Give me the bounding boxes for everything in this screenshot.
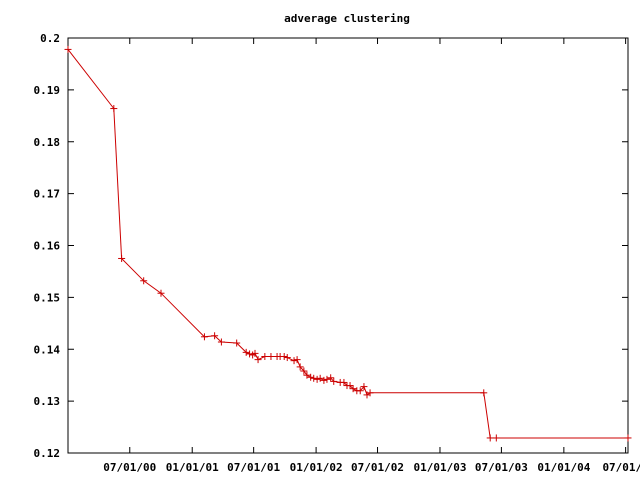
data-point bbox=[307, 373, 315, 381]
data-point bbox=[624, 434, 632, 442]
plot-frame bbox=[67, 37, 629, 454]
data-point bbox=[349, 385, 357, 393]
data-point bbox=[283, 354, 291, 362]
data-point bbox=[254, 356, 262, 364]
data-point bbox=[296, 363, 304, 371]
data-point bbox=[200, 333, 208, 341]
data-point bbox=[290, 357, 298, 365]
data-point bbox=[323, 375, 331, 383]
data-point bbox=[246, 350, 254, 358]
x-tick-label: 01/01/03 bbox=[413, 461, 466, 474]
data-point bbox=[242, 348, 250, 356]
data-point bbox=[316, 374, 324, 382]
data-point bbox=[64, 45, 72, 53]
x-tick-label: 07/01/01 bbox=[227, 461, 280, 474]
x-tick-label: 07/01/0 bbox=[602, 461, 640, 474]
y-tick-label: 0.15 bbox=[34, 291, 61, 304]
data-point bbox=[313, 375, 321, 383]
data-point bbox=[340, 378, 348, 386]
data-point bbox=[267, 353, 275, 361]
data-point bbox=[486, 434, 494, 442]
y-tick-label: 0.17 bbox=[34, 188, 61, 201]
series-line bbox=[67, 49, 628, 439]
data-point bbox=[492, 434, 500, 442]
data-point bbox=[320, 376, 328, 384]
data-point bbox=[303, 371, 311, 379]
y-tick-label: 0.12 bbox=[34, 447, 61, 460]
y-tick-label: 0.14 bbox=[34, 343, 61, 356]
x-tick-label: 01/01/04 bbox=[537, 461, 590, 474]
data-point bbox=[293, 356, 301, 364]
data-point bbox=[217, 338, 225, 346]
x-tick-label: 07/01/02 bbox=[351, 461, 404, 474]
chart-title: adverage clustering bbox=[284, 12, 410, 25]
y-tick-label: 0.18 bbox=[34, 136, 61, 149]
y-tick-label: 0.2 bbox=[40, 32, 60, 45]
data-point bbox=[251, 349, 259, 357]
data-point bbox=[280, 353, 288, 361]
data-points bbox=[64, 45, 632, 442]
x-axis: 07/01/00 01/01/01 07/01/01 01/01/02 07/01/02… bbox=[103, 38, 640, 474]
data-point bbox=[118, 254, 126, 262]
data-point bbox=[140, 277, 148, 285]
y-tick-label: 0.13 bbox=[34, 395, 61, 408]
data-point bbox=[360, 383, 368, 391]
data-point bbox=[310, 374, 318, 382]
data-point bbox=[110, 105, 118, 113]
data-point bbox=[261, 353, 269, 361]
x-tick-label: 07/01/03 bbox=[475, 461, 528, 474]
data-point bbox=[366, 389, 374, 397]
y-axis: 0.12 0.13 0.14 0.15 0.16 0.17 0.18 0.19 0.2 bbox=[34, 32, 628, 460]
x-tick-label: 01/01/01 bbox=[166, 461, 219, 474]
data-point bbox=[480, 389, 488, 397]
y-tick-label: 0.19 bbox=[34, 84, 61, 97]
data-point bbox=[346, 382, 354, 390]
data-point bbox=[300, 367, 308, 375]
data-point bbox=[330, 377, 338, 385]
data-point bbox=[157, 289, 165, 297]
data-point bbox=[356, 387, 364, 395]
data-point bbox=[327, 374, 335, 382]
x-tick-label: 01/01/02 bbox=[290, 461, 343, 474]
y-tick-label: 0.16 bbox=[34, 240, 61, 253]
data-point bbox=[211, 332, 219, 340]
x-tick-label: 07/01/00 bbox=[103, 461, 156, 474]
data-point bbox=[233, 339, 241, 347]
